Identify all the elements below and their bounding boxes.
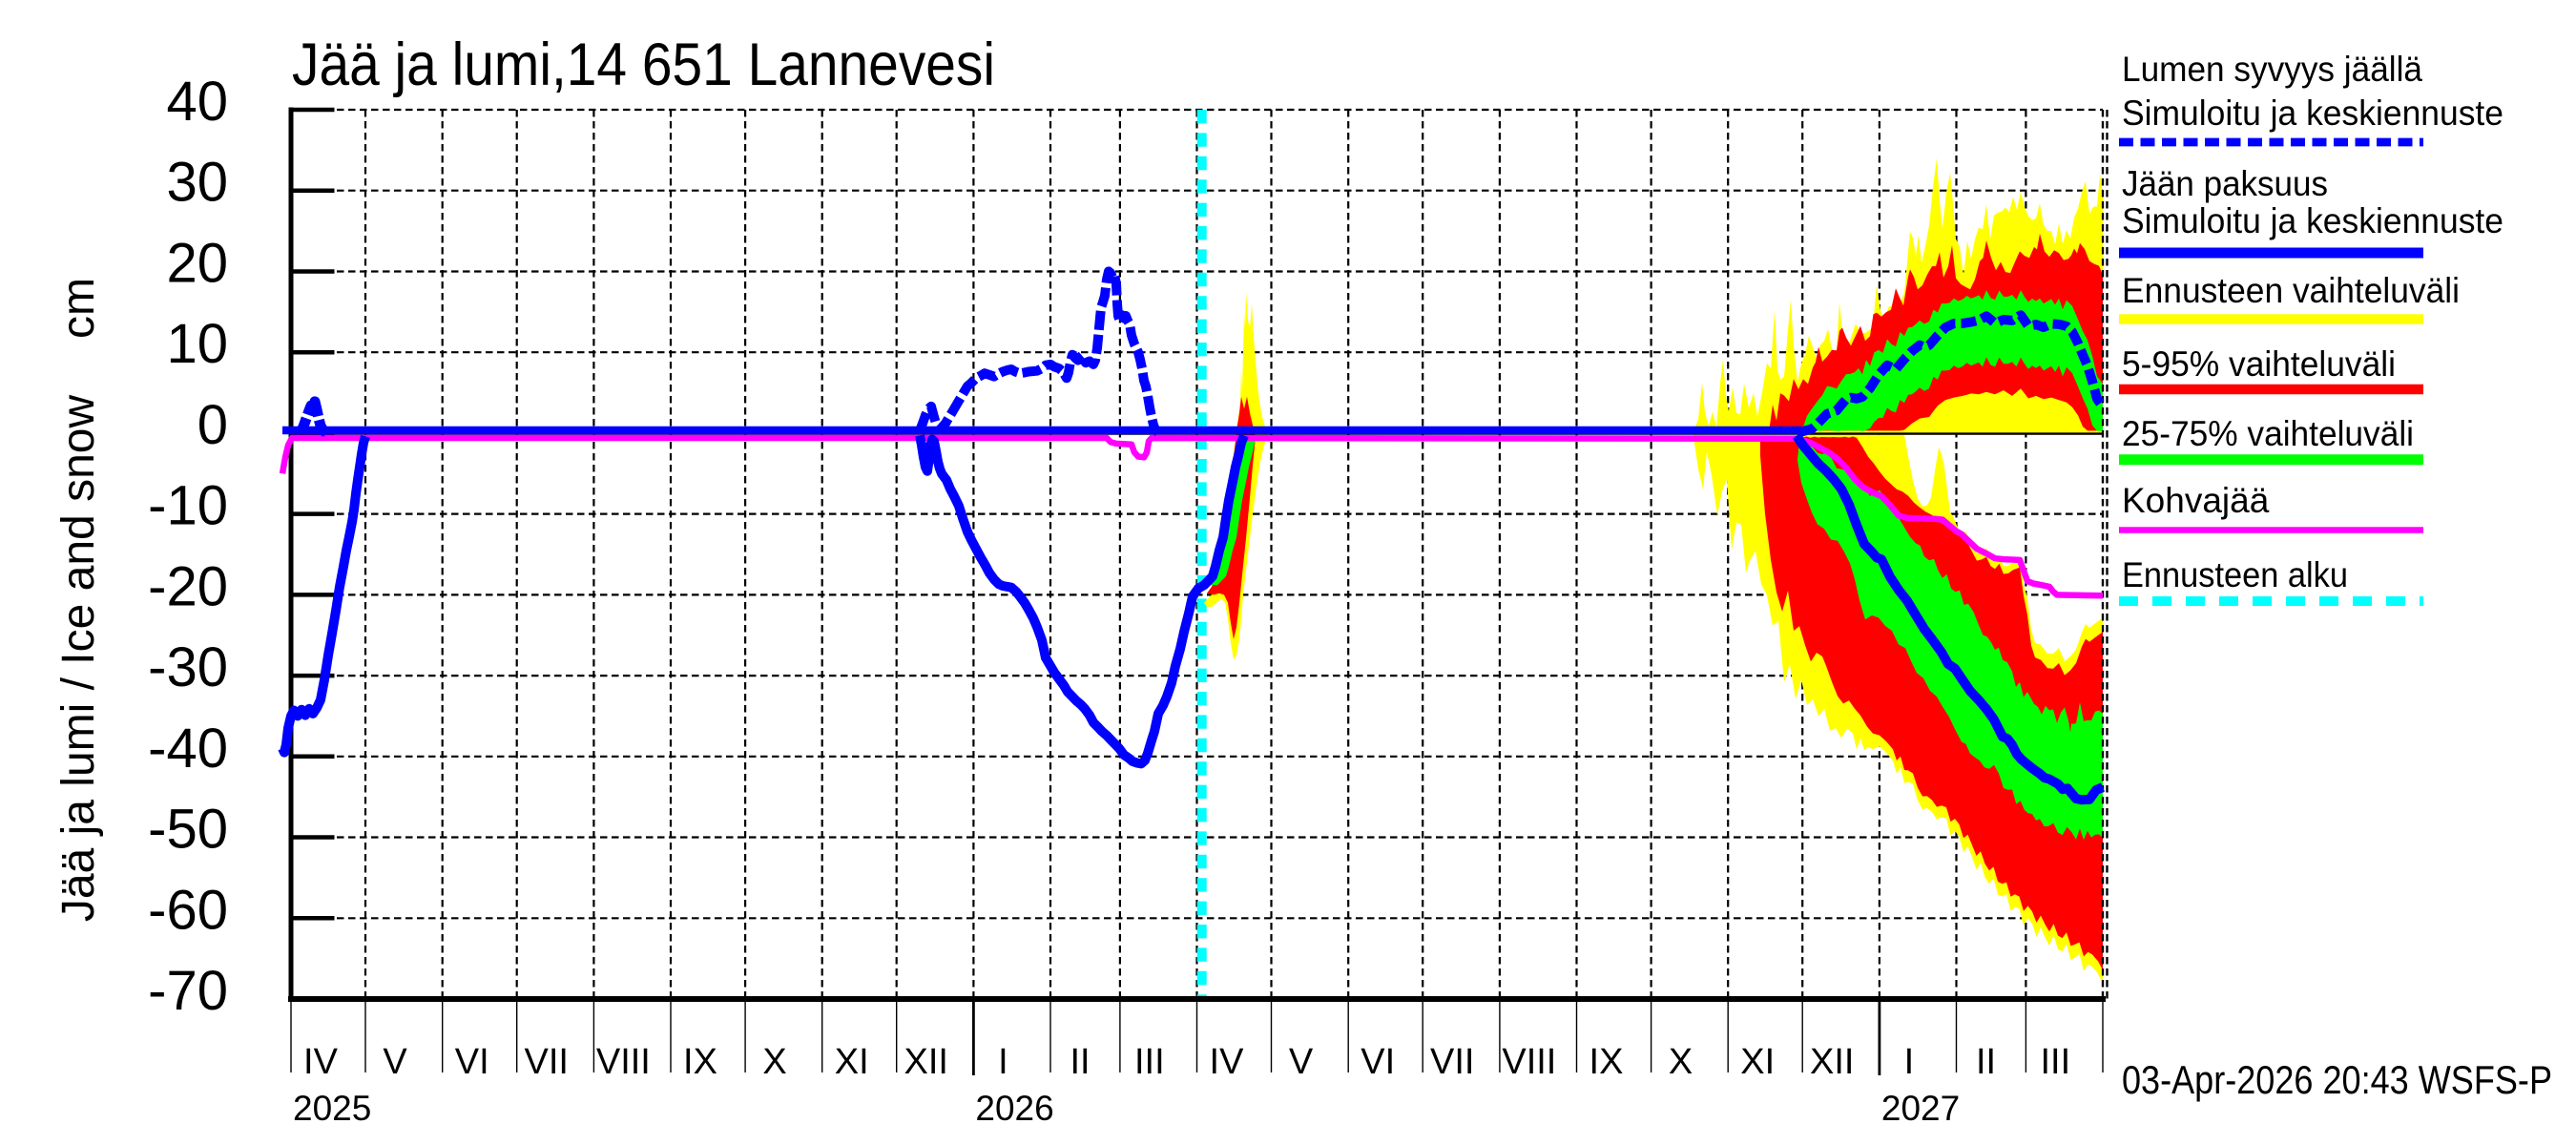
svg-text:IX: IX [683,1042,717,1082]
svg-text:25-75% vaihteluväli: 25-75% vaihteluväli [2122,414,2414,453]
svg-text:10: 10 [166,313,228,375]
svg-text:I: I [1904,1042,1915,1082]
svg-text:Simuloitu ja keskiennuste: Simuloitu ja keskiennuste [2122,201,2503,240]
svg-text:XI: XI [1740,1042,1775,1082]
svg-text:II: II [1976,1042,1996,1082]
svg-text:II: II [1070,1042,1090,1082]
svg-text:VI: VI [1361,1042,1395,1082]
svg-text:-40: -40 [148,718,228,780]
svg-text:-60: -60 [148,879,228,941]
svg-text:VII: VII [524,1042,568,1082]
svg-text:cm: cm [53,278,104,339]
svg-text:-10: -10 [148,475,228,537]
svg-text:30: 30 [166,152,228,214]
svg-text:-50: -50 [148,799,228,861]
svg-text:III: III [1134,1042,1165,1082]
svg-text:IX: IX [1589,1042,1624,1082]
svg-text:XI: XI [835,1042,869,1082]
svg-text:VI: VI [455,1042,489,1082]
svg-text:-70: -70 [148,960,228,1022]
svg-text:2026: 2026 [975,1089,1053,1128]
svg-text:I: I [998,1042,1008,1082]
svg-text:VII: VII [1430,1042,1474,1082]
svg-text:VIII: VIII [596,1042,651,1082]
svg-text:-30: -30 [148,636,228,698]
svg-text:X: X [1669,1042,1693,1082]
svg-text:IV: IV [1210,1042,1245,1082]
svg-text:Simuloitu ja keskiennuste: Simuloitu ja keskiennuste [2122,94,2503,133]
svg-text:5-95% vaihteluväli: 5-95% vaihteluväli [2122,344,2396,384]
svg-text:V: V [383,1042,407,1082]
svg-text:2027: 2027 [1881,1089,1960,1128]
svg-text:IV: IV [303,1042,339,1082]
svg-text:Jää ja lumi / Ice and snow: Jää ja lumi / Ice and snow [53,395,104,923]
svg-text:40: 40 [166,71,228,133]
svg-text:Jää ja lumi,14 651 Lannevesi: Jää ja lumi,14 651 Lannevesi [292,31,995,98]
svg-text:-20: -20 [148,555,228,617]
svg-text:X: X [762,1042,786,1082]
svg-text:XII: XII [1810,1042,1854,1082]
svg-text:0: 0 [197,394,228,456]
svg-text:2025: 2025 [293,1089,371,1128]
svg-text:III: III [2041,1042,2071,1082]
svg-text:VIII: VIII [1502,1042,1556,1082]
svg-text:Kohvajää: Kohvajää [2122,481,2270,520]
svg-text:V: V [1289,1042,1314,1082]
svg-text:Lumen syvyys jäällä: Lumen syvyys jäällä [2122,50,2422,89]
svg-text:03-Apr-2026 20:43 WSFS-P: 03-Apr-2026 20:43 WSFS-P [2122,1057,2552,1102]
svg-text:XII: XII [904,1042,947,1082]
svg-text:20: 20 [166,232,228,294]
svg-text:Ennusteen vaihteluväli: Ennusteen vaihteluväli [2122,271,2460,310]
svg-text:Jään paksuus: Jään paksuus [2122,164,2328,203]
svg-text:Ennusteen alku: Ennusteen alku [2122,555,2348,594]
